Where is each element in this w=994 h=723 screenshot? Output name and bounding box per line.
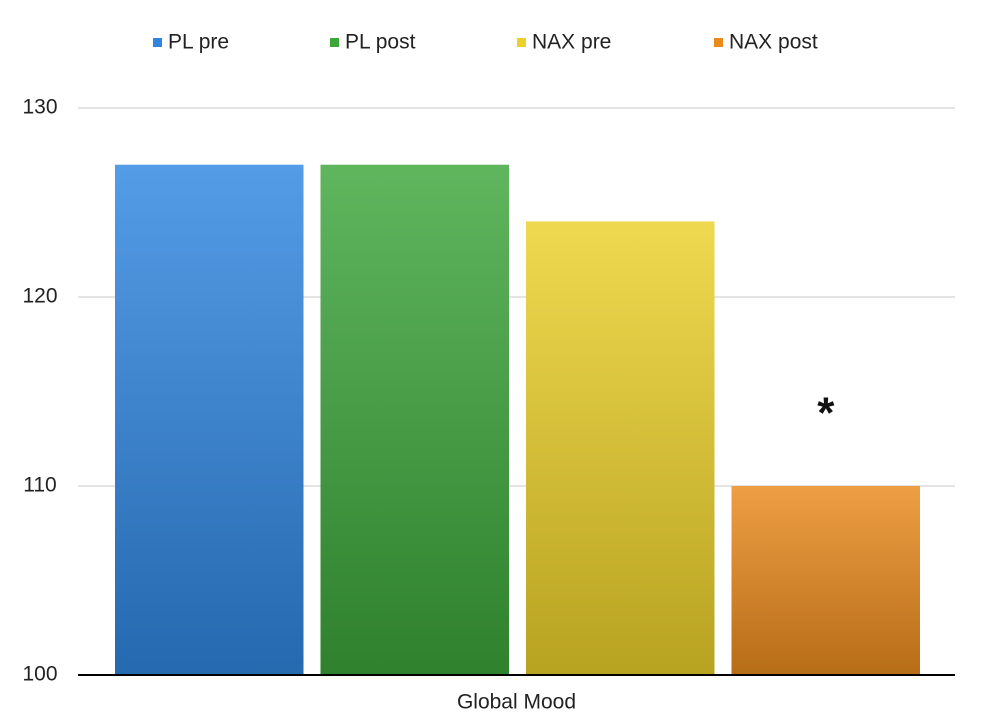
legend-label: NAX post <box>729 31 818 54</box>
y-tick-label: 120 <box>22 285 57 308</box>
bar <box>320 164 509 675</box>
y-tick-label: 130 <box>22 96 57 119</box>
legend-swatch <box>714 38 723 47</box>
legend-label: PL pre <box>168 31 229 54</box>
legend-swatch <box>517 38 526 47</box>
annotation: * <box>817 389 835 438</box>
legend-swatch <box>153 38 162 47</box>
bar <box>526 221 715 675</box>
y-tick-label: 110 <box>23 474 56 497</box>
bar <box>115 164 304 675</box>
legend-label: PL post <box>345 31 416 54</box>
legend-label: NAX pre <box>532 31 611 54</box>
x-tick-label: Global Mood <box>457 691 576 714</box>
legend-swatch <box>330 38 339 47</box>
bar <box>731 486 920 675</box>
y-tick-label: 100 <box>22 663 57 686</box>
